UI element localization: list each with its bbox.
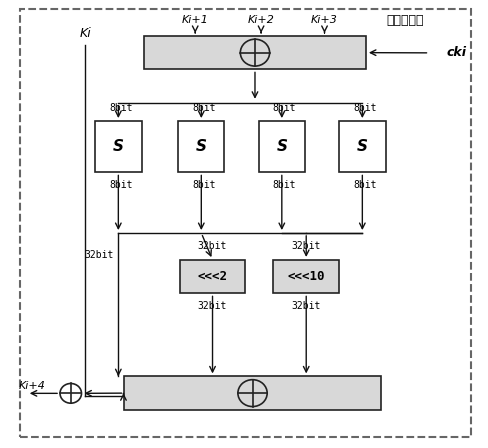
Bar [180, 260, 245, 293]
Text: S: S [276, 139, 287, 154]
Text: Ki+1: Ki+1 [182, 15, 209, 25]
Bar [95, 121, 142, 172]
Text: <<<2: <<<2 [198, 270, 227, 283]
Text: 8bit: 8bit [192, 180, 216, 190]
Bar [259, 121, 305, 172]
Text: 32bit: 32bit [198, 301, 227, 311]
Bar [178, 121, 224, 172]
Text: cki: cki [447, 46, 467, 60]
Text: Ki+2: Ki+2 [247, 15, 275, 25]
Bar [339, 121, 386, 172]
Text: 8bit: 8bit [353, 103, 377, 113]
Bar [273, 260, 339, 293]
Text: 32bit: 32bit [291, 301, 321, 311]
Text: 32bit: 32bit [291, 241, 321, 251]
Text: Ki: Ki [80, 27, 91, 40]
Text: S: S [196, 139, 207, 154]
Text: Ki+3: Ki+3 [311, 15, 338, 25]
Text: 8bit: 8bit [192, 103, 216, 113]
Text: S: S [357, 139, 368, 154]
Text: 8bit: 8bit [353, 180, 377, 190]
Text: 8bit: 8bit [109, 180, 133, 190]
Text: <<<10: <<<10 [287, 270, 325, 283]
Text: 8bit: 8bit [272, 103, 296, 113]
Bar [144, 36, 366, 69]
Text: 32bit: 32bit [84, 250, 114, 260]
Text: 8bit: 8bit [109, 103, 133, 113]
Text: 轮密钥扩展: 轮密钥扩展 [386, 13, 424, 27]
Text: 8bit: 8bit [272, 180, 296, 190]
Text: 32bit: 32bit [198, 241, 227, 251]
Text: Ki+4: Ki+4 [18, 381, 45, 391]
Bar [124, 376, 381, 410]
Text: S: S [113, 139, 124, 154]
